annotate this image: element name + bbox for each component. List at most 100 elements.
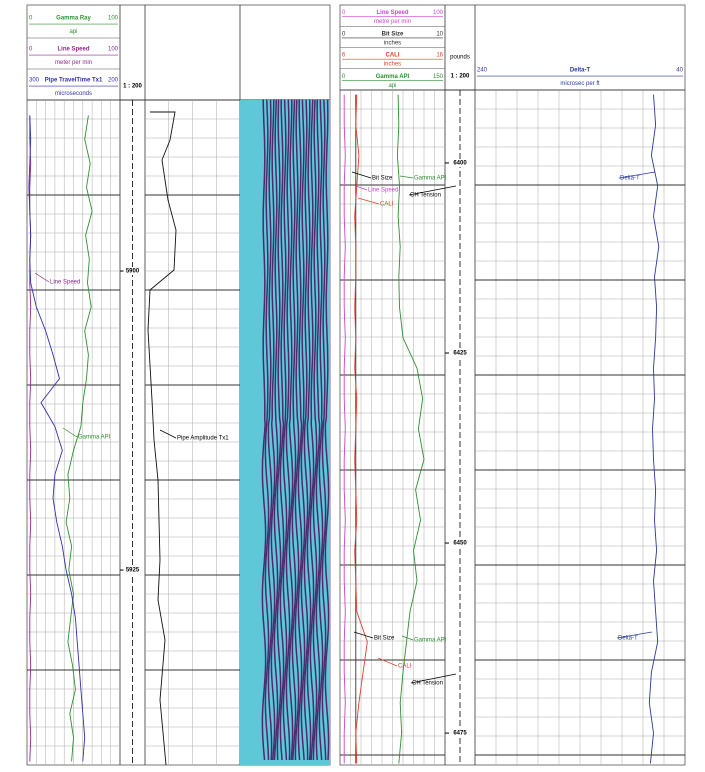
vdl-stripe [261,99,267,761]
log-curve [354,94,368,764]
header-name: Line Speed [376,10,408,16]
depth-label-bg [451,539,469,548]
depth-label-bg [451,729,469,738]
depth-label: 6450 [453,541,467,547]
header-name: Delta-T [570,67,591,73]
header-unit: api [388,83,396,89]
annotation-arrow [616,631,653,639]
header-min: 0 [342,74,346,80]
annotation: CALI [398,664,412,670]
annotation: CH Tension [410,193,441,199]
vdl-stripe [282,99,288,761]
annotation: Bit Size [374,636,395,642]
header-unit: inches [384,40,401,46]
annotation-arrow [408,185,457,196]
annotation-arrow [159,429,177,439]
annotation-arrow [34,272,50,283]
tension-unit: pounds [450,55,470,61]
log-curve [648,94,660,764]
header-unit: metre per min [374,19,411,25]
vdl-stripe [279,99,285,761]
annotation: Pipe Amplitude Tx1 [177,436,229,442]
annotation-arrow [410,673,457,684]
vdl-stripe [264,99,270,761]
annotation: CALI [380,202,394,208]
vdl-stripe [288,99,294,761]
annotation-arrow [399,175,414,179]
annotation: Gamma API [78,435,111,441]
annotation-arrow [62,427,78,438]
vdl-stripe [306,99,312,761]
annotation-arrow [377,657,398,667]
header-min: 0 [342,31,346,37]
log-curve [65,115,93,762]
depth-label: 6425 [453,351,467,357]
annotation-arrow [351,171,372,179]
vdl-stripe [318,99,324,761]
header-max: 16 [436,53,443,59]
vdl-stripe [285,99,291,761]
header-max: 10 [436,31,443,37]
depth-label-bg [123,566,142,575]
vdl-stripe [294,99,300,761]
annotation-arrow [355,185,368,191]
header-min: 300 [29,77,40,83]
depth-label: 5900 [126,269,140,275]
panel-frame [339,4,686,766]
depth-scale: 1 : 200 [451,74,470,80]
vdl-stripe [291,99,297,761]
depth-label: 5925 [126,568,140,574]
vdl-stripe [276,99,282,761]
vdl-stripe [267,99,273,761]
vdl-stripe [312,99,318,761]
vdl-stripe [300,99,306,761]
annotation: Line Speed [368,188,398,194]
vdl-stripe [315,99,321,761]
vdl-stripe [273,99,279,761]
header-unit: microseconds [55,91,92,97]
header-unit: microsec per ft [560,81,600,87]
annotation: Gamma API [414,638,447,644]
annotation-arrow [353,631,374,639]
header-min: 0 [29,15,33,21]
depth-label-bg [451,158,469,167]
header-max: 40 [676,67,683,73]
annotation: Delta-T [618,636,638,642]
depth-label-bg [123,267,142,276]
log-curve [343,94,346,764]
header-unit: meter per min [55,60,92,66]
header-unit: inches [384,62,401,68]
header-name: Pipe TravelTime Tx1 [45,77,103,83]
log-curve [28,115,86,762]
log-panel: 1 : 200 5900 5925 0 Gamma Ray 100 api 0 Line Spe… [26,4,331,766]
annotation: CH Tension [412,681,443,687]
header-min: 0 [29,46,33,52]
pipe-amplitude-curve [147,111,177,766]
depth-label: 6475 [453,731,467,737]
header-max: 200 [108,77,119,83]
header-max: 100 [108,46,119,52]
header-max: 100 [433,10,444,16]
header-name: Gamma API [376,74,410,80]
header-max: 150 [433,74,444,80]
annotation-arrow [401,635,414,641]
depth-scale: 1 : 200 [123,84,142,90]
header-min: 240 [477,67,488,73]
annotation: Bit Size [372,176,393,182]
header-max: 100 [108,15,119,21]
vdl-stripe [270,99,276,761]
header-name: CALI [386,53,400,59]
depth-label-bg [451,349,469,358]
annotation: Delta-T [620,176,640,182]
header-min: 6 [342,53,346,59]
header-unit: api [69,29,77,35]
depth-label: 6400 [453,161,467,167]
vdl-stripe [309,99,315,761]
annotation: Line Speed [50,280,80,286]
annotation: Gamma API [414,176,447,182]
log-curve [396,94,425,764]
header-name: Gamma Ray [56,15,91,21]
vdl-stripe [321,99,327,761]
